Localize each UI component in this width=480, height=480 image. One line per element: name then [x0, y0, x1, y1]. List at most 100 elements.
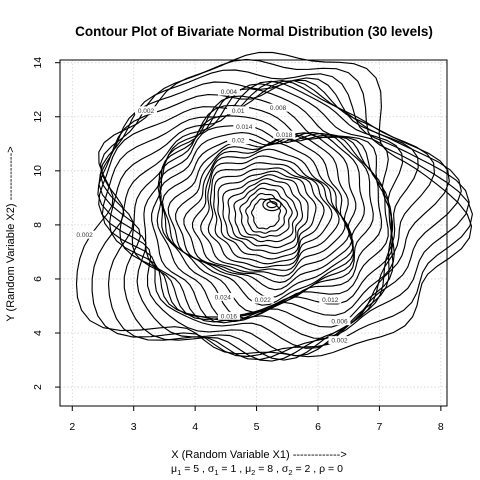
- y-tick-label: 6: [32, 276, 44, 282]
- param-symbol: ρ: [319, 463, 325, 475]
- contour-line: [91, 58, 473, 358]
- contour-line: [183, 142, 350, 284]
- param-value: 1: [230, 463, 236, 475]
- param-equals: =: [293, 463, 305, 475]
- contour-line: [109, 80, 404, 339]
- contour-label: 0.02: [232, 138, 245, 145]
- contour-label: 0.014: [236, 124, 253, 131]
- contour-label: 0.002: [331, 338, 348, 345]
- contour-label-bg: [328, 317, 351, 326]
- contour-label: 0.002: [76, 232, 93, 239]
- grid: [60, 60, 447, 406]
- contour-label: 0.016: [221, 313, 238, 320]
- contour-line: [131, 88, 395, 320]
- contour-label: 0.012: [322, 297, 339, 304]
- contour-label-bg: [217, 311, 240, 320]
- contour-line: [239, 187, 293, 239]
- contour-line: [233, 182, 299, 243]
- contour-level-labels: 0.002 0.004 0.01 0.008 0.014 0.018 0.02 0.002 0.…: [73, 87, 351, 345]
- contour-line: [222, 174, 309, 254]
- contour-label: 0.006: [331, 319, 348, 326]
- x-tick-label: 8: [438, 421, 444, 433]
- contour-line: [227, 178, 304, 249]
- x-tick-label: 6: [315, 421, 321, 433]
- contour-line: [207, 162, 333, 269]
- x-tick-label: 7: [377, 421, 383, 433]
- contour-label: 0.022: [255, 297, 272, 304]
- contour-label-bg: [267, 103, 290, 112]
- contour-line: [213, 167, 325, 265]
- contour-lines: [75, 51, 473, 362]
- contour-line: [99, 69, 470, 361]
- param-separator: ,: [310, 463, 319, 475]
- contour-label-bg: [227, 106, 250, 115]
- contour-label-bg: [135, 106, 157, 115]
- param-value: 8: [267, 463, 273, 475]
- param-subscript: 2: [251, 468, 255, 477]
- contour-line: [266, 201, 278, 209]
- plot-frame: [59, 59, 448, 407]
- contour-line: [167, 134, 354, 298]
- param-symbol: σ: [208, 463, 215, 475]
- param-value: 0: [337, 463, 343, 475]
- contour-line: [158, 131, 365, 313]
- x-tick-label: 2: [69, 421, 75, 433]
- y-tick-label: 4: [32, 330, 44, 336]
- param-equals: =: [219, 463, 231, 475]
- x-tick-label: 3: [131, 421, 137, 433]
- contour-label: 0.01: [232, 108, 245, 115]
- contour-label-bg: [217, 87, 240, 96]
- contour-label-bg: [73, 230, 96, 239]
- contour-line: [191, 148, 346, 277]
- contour-line: [217, 170, 317, 260]
- y-axis-label: Y (Random Variable X2) ------------->: [5, 146, 17, 321]
- chart-title: Contour Plot of Bivariate Normal Distrib…: [75, 24, 433, 39]
- contour-label-bg: [273, 130, 296, 139]
- param-equals: =: [181, 463, 193, 475]
- y-tick-label: 2: [32, 384, 44, 390]
- x-axis-label: X (Random Variable X1) ------------->: [171, 449, 347, 461]
- param-equals: =: [325, 463, 337, 475]
- x-tick-label: 5: [254, 421, 260, 433]
- y-tick-label: 14: [32, 57, 44, 69]
- param-subscript: 1: [214, 468, 218, 477]
- contour-line: [98, 80, 435, 357]
- param-separator: ,: [273, 463, 282, 475]
- contour-label-bg: [319, 295, 342, 304]
- contour-label-bg: [233, 122, 256, 131]
- contour-label-bg: [227, 136, 250, 145]
- y-axis: 2 4 6 8 10 12 14: [32, 57, 60, 390]
- y-tick-label: 12: [32, 111, 44, 123]
- param-value: 2: [305, 463, 311, 475]
- param-subscript: 2: [288, 468, 292, 477]
- contour-line: [75, 51, 473, 358]
- param-separator: ,: [199, 463, 208, 475]
- contour-label: 0.002: [138, 108, 155, 115]
- y-tick-label: 8: [32, 222, 44, 228]
- param-equals: =: [255, 463, 267, 475]
- param-symbol: σ: [282, 463, 289, 475]
- param-symbol: μ: [245, 463, 251, 475]
- contour-line: [262, 198, 282, 212]
- contour-line: [200, 155, 340, 271]
- contour-label-bg: [328, 336, 351, 345]
- x-axis: 2 3 4 5 6 7 8: [69, 406, 444, 433]
- contour-label: 0.008: [270, 105, 287, 112]
- contour-line: [97, 79, 450, 361]
- contour-line: [161, 132, 357, 306]
- contour-line: [156, 115, 383, 323]
- param-symbol: μ: [171, 463, 177, 475]
- contour-label-bg: [211, 292, 234, 301]
- param-value: 5: [193, 463, 199, 475]
- contour-line: [251, 198, 282, 230]
- contour-label: 0.024: [215, 294, 232, 301]
- contour-label: 0.004: [221, 89, 238, 96]
- param-separator: ,: [236, 463, 245, 475]
- distribution-parameters: μ1 = 5 , σ1 = 1 , μ2 = 8 , σ2 = 2 , ρ = …: [171, 463, 343, 477]
- contour-line: [151, 104, 389, 324]
- param-subscript: 1: [177, 468, 181, 477]
- contour-line: [157, 125, 374, 319]
- y-tick-label: 10: [32, 165, 44, 177]
- contour-label-bg: [251, 295, 274, 304]
